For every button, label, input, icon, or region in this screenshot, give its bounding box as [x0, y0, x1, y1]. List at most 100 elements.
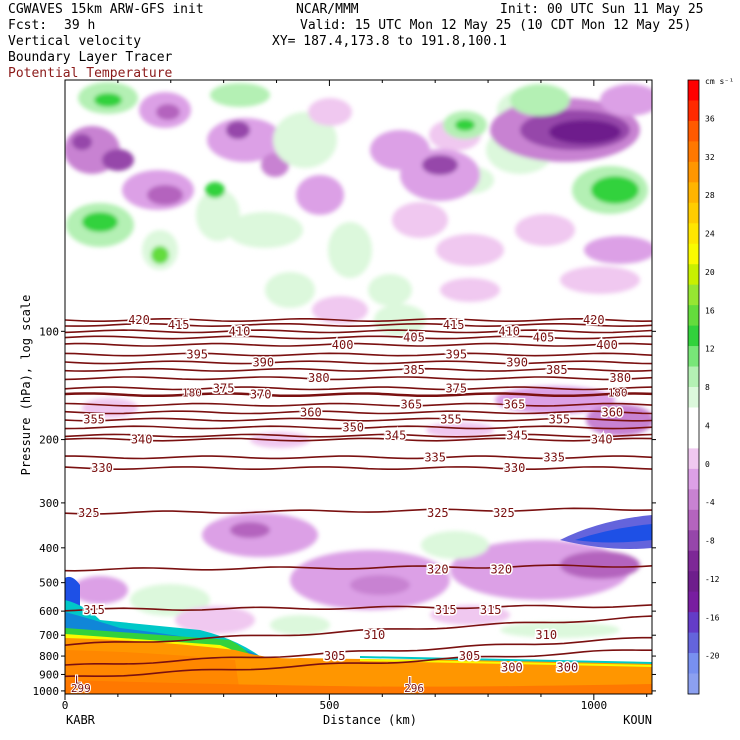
colorbar-swatch — [688, 407, 699, 429]
theta-label: 365 — [504, 398, 526, 412]
theta-contour-340 — [65, 437, 652, 442]
colorbar-label: 8 — [705, 383, 710, 392]
colorbar-swatch — [688, 612, 699, 633]
y-tick-label: 800 — [39, 650, 59, 663]
colorbar-swatch — [688, 325, 699, 347]
field-boundary-layer-tracer: Boundary Layer Tracer — [8, 50, 173, 65]
plot-frame — [64, 79, 653, 695]
extra-label: 180 — [608, 387, 628, 400]
theta-label: 360 — [601, 405, 623, 419]
colorbar-label: -20 — [705, 652, 720, 661]
theta-label: 325 — [493, 506, 515, 520]
colorbar-swatch — [688, 448, 699, 470]
y-tick-label: 400 — [39, 542, 59, 555]
colorbar-swatch — [688, 223, 699, 245]
colorbar-swatch — [688, 591, 699, 613]
theta-label: 375 — [213, 381, 235, 395]
x-tick-label: 1000 — [581, 699, 608, 712]
theta-label: 390 — [252, 355, 274, 369]
colorbar-swatch — [688, 468, 699, 490]
theta-label: 345 — [506, 429, 528, 443]
colorbar-label: -4 — [705, 498, 715, 507]
colorbar-label: 36 — [705, 114, 715, 123]
theta-label: 355 — [549, 413, 571, 427]
colorbar-swatch — [688, 366, 699, 388]
forecast-label: Fcst: — [8, 18, 48, 33]
theta-label: 340 — [591, 433, 613, 447]
colorbar-swatch — [688, 489, 699, 511]
colorbar-swatch — [688, 100, 699, 122]
theta-label: 355 — [83, 413, 105, 427]
theta-label: 380 — [308, 371, 330, 385]
theta-contour-420 — [65, 318, 652, 323]
y-axis-label: Pressure (hPa), log scale — [19, 295, 33, 476]
colorbar-units: cm s⁻¹ — [705, 77, 734, 86]
theta-contour-395 — [65, 352, 652, 357]
colorbar-label: 0 — [705, 460, 710, 469]
theta-contour-385 — [65, 367, 652, 372]
colorbar-swatch — [688, 305, 699, 326]
colorbar-swatch — [688, 161, 699, 183]
y-tick-label: 700 — [39, 629, 59, 642]
valid-time: Valid: 15 UTC Mon 12 May 25 (10 CDT Mon … — [300, 18, 692, 33]
colorbar-swatch — [688, 427, 699, 449]
theta-label: 310 — [535, 628, 557, 642]
extra-label: L — [75, 674, 82, 687]
extra-label: 180 — [182, 387, 202, 400]
theta-label: 305 — [324, 649, 346, 663]
colorbar-label: -16 — [705, 613, 720, 622]
cross-section-endpoints: XY= 187.4,173.8 to 191.8,100.1 — [272, 34, 507, 49]
theta-contour-400 — [65, 342, 652, 347]
colorbar-label: 16 — [705, 306, 715, 315]
theta-contour-360 — [65, 410, 652, 415]
forecast-hour: 39 h — [64, 18, 96, 33]
theta-contour-320 — [65, 564, 652, 572]
colorbar-swatch — [688, 550, 699, 572]
theta-label: 335 — [424, 450, 446, 464]
colorbar-label: 4 — [705, 421, 710, 430]
colorbar-swatch — [688, 264, 699, 286]
theta-label: 410 — [498, 324, 520, 338]
colorbar-swatch — [688, 284, 699, 306]
theta-contour-335 — [65, 455, 652, 460]
colorbar-swatch — [688, 120, 699, 142]
colorbar-swatch — [688, 632, 699, 654]
colorbar-swatch — [688, 387, 699, 408]
theta-contour-370 — [65, 392, 652, 398]
theta-label: 330 — [504, 461, 526, 475]
colorbar-swatch — [688, 202, 699, 224]
colorbar-label: 12 — [705, 345, 715, 354]
extra-label: 299 — [71, 682, 91, 695]
y-tick-label: 200 — [39, 434, 59, 447]
colorbar-label: 20 — [705, 268, 715, 277]
right-endpoint-label: KOUN — [623, 713, 652, 727]
theta-label: 360 — [300, 405, 322, 419]
theta-label: 325 — [427, 506, 449, 520]
theta-label: 350 — [342, 420, 364, 434]
colorbar-label: -12 — [705, 575, 720, 584]
theta-contour-345 — [65, 433, 652, 438]
colorbar-frame — [687, 79, 700, 695]
colorbar-swatch — [688, 530, 699, 552]
field-potential-temperature: Potential Temperature — [8, 66, 173, 81]
theta-contour-380 — [65, 376, 652, 381]
extra-label: 296 — [404, 682, 424, 695]
theta-label: 320 — [490, 563, 512, 577]
theta-label: 420 — [128, 313, 150, 327]
y-tick-label: 900 — [39, 668, 59, 681]
colorbar-swatch — [688, 80, 699, 101]
theta-label: 420 — [583, 313, 605, 327]
theta-contour-415 — [65, 323, 652, 328]
x-axis-label: Distance (km) — [323, 713, 417, 727]
theta-label: 405 — [403, 330, 425, 344]
theta-label: 415 — [168, 318, 190, 332]
colorbar: 36 32 28 24 20 16 12 8 4 0 -4 -8 -12 -16 -20 — [687, 79, 720, 695]
colorbar-label: -8 — [705, 537, 715, 546]
left-endpoint-label: KABR — [66, 713, 96, 727]
theta-contour-305 — [65, 636, 652, 666]
y-tick-label: 100 — [39, 325, 59, 338]
colorbar-label: 28 — [705, 191, 715, 200]
theta-label: 320 — [427, 563, 449, 577]
theta-label: 400 — [596, 338, 618, 352]
